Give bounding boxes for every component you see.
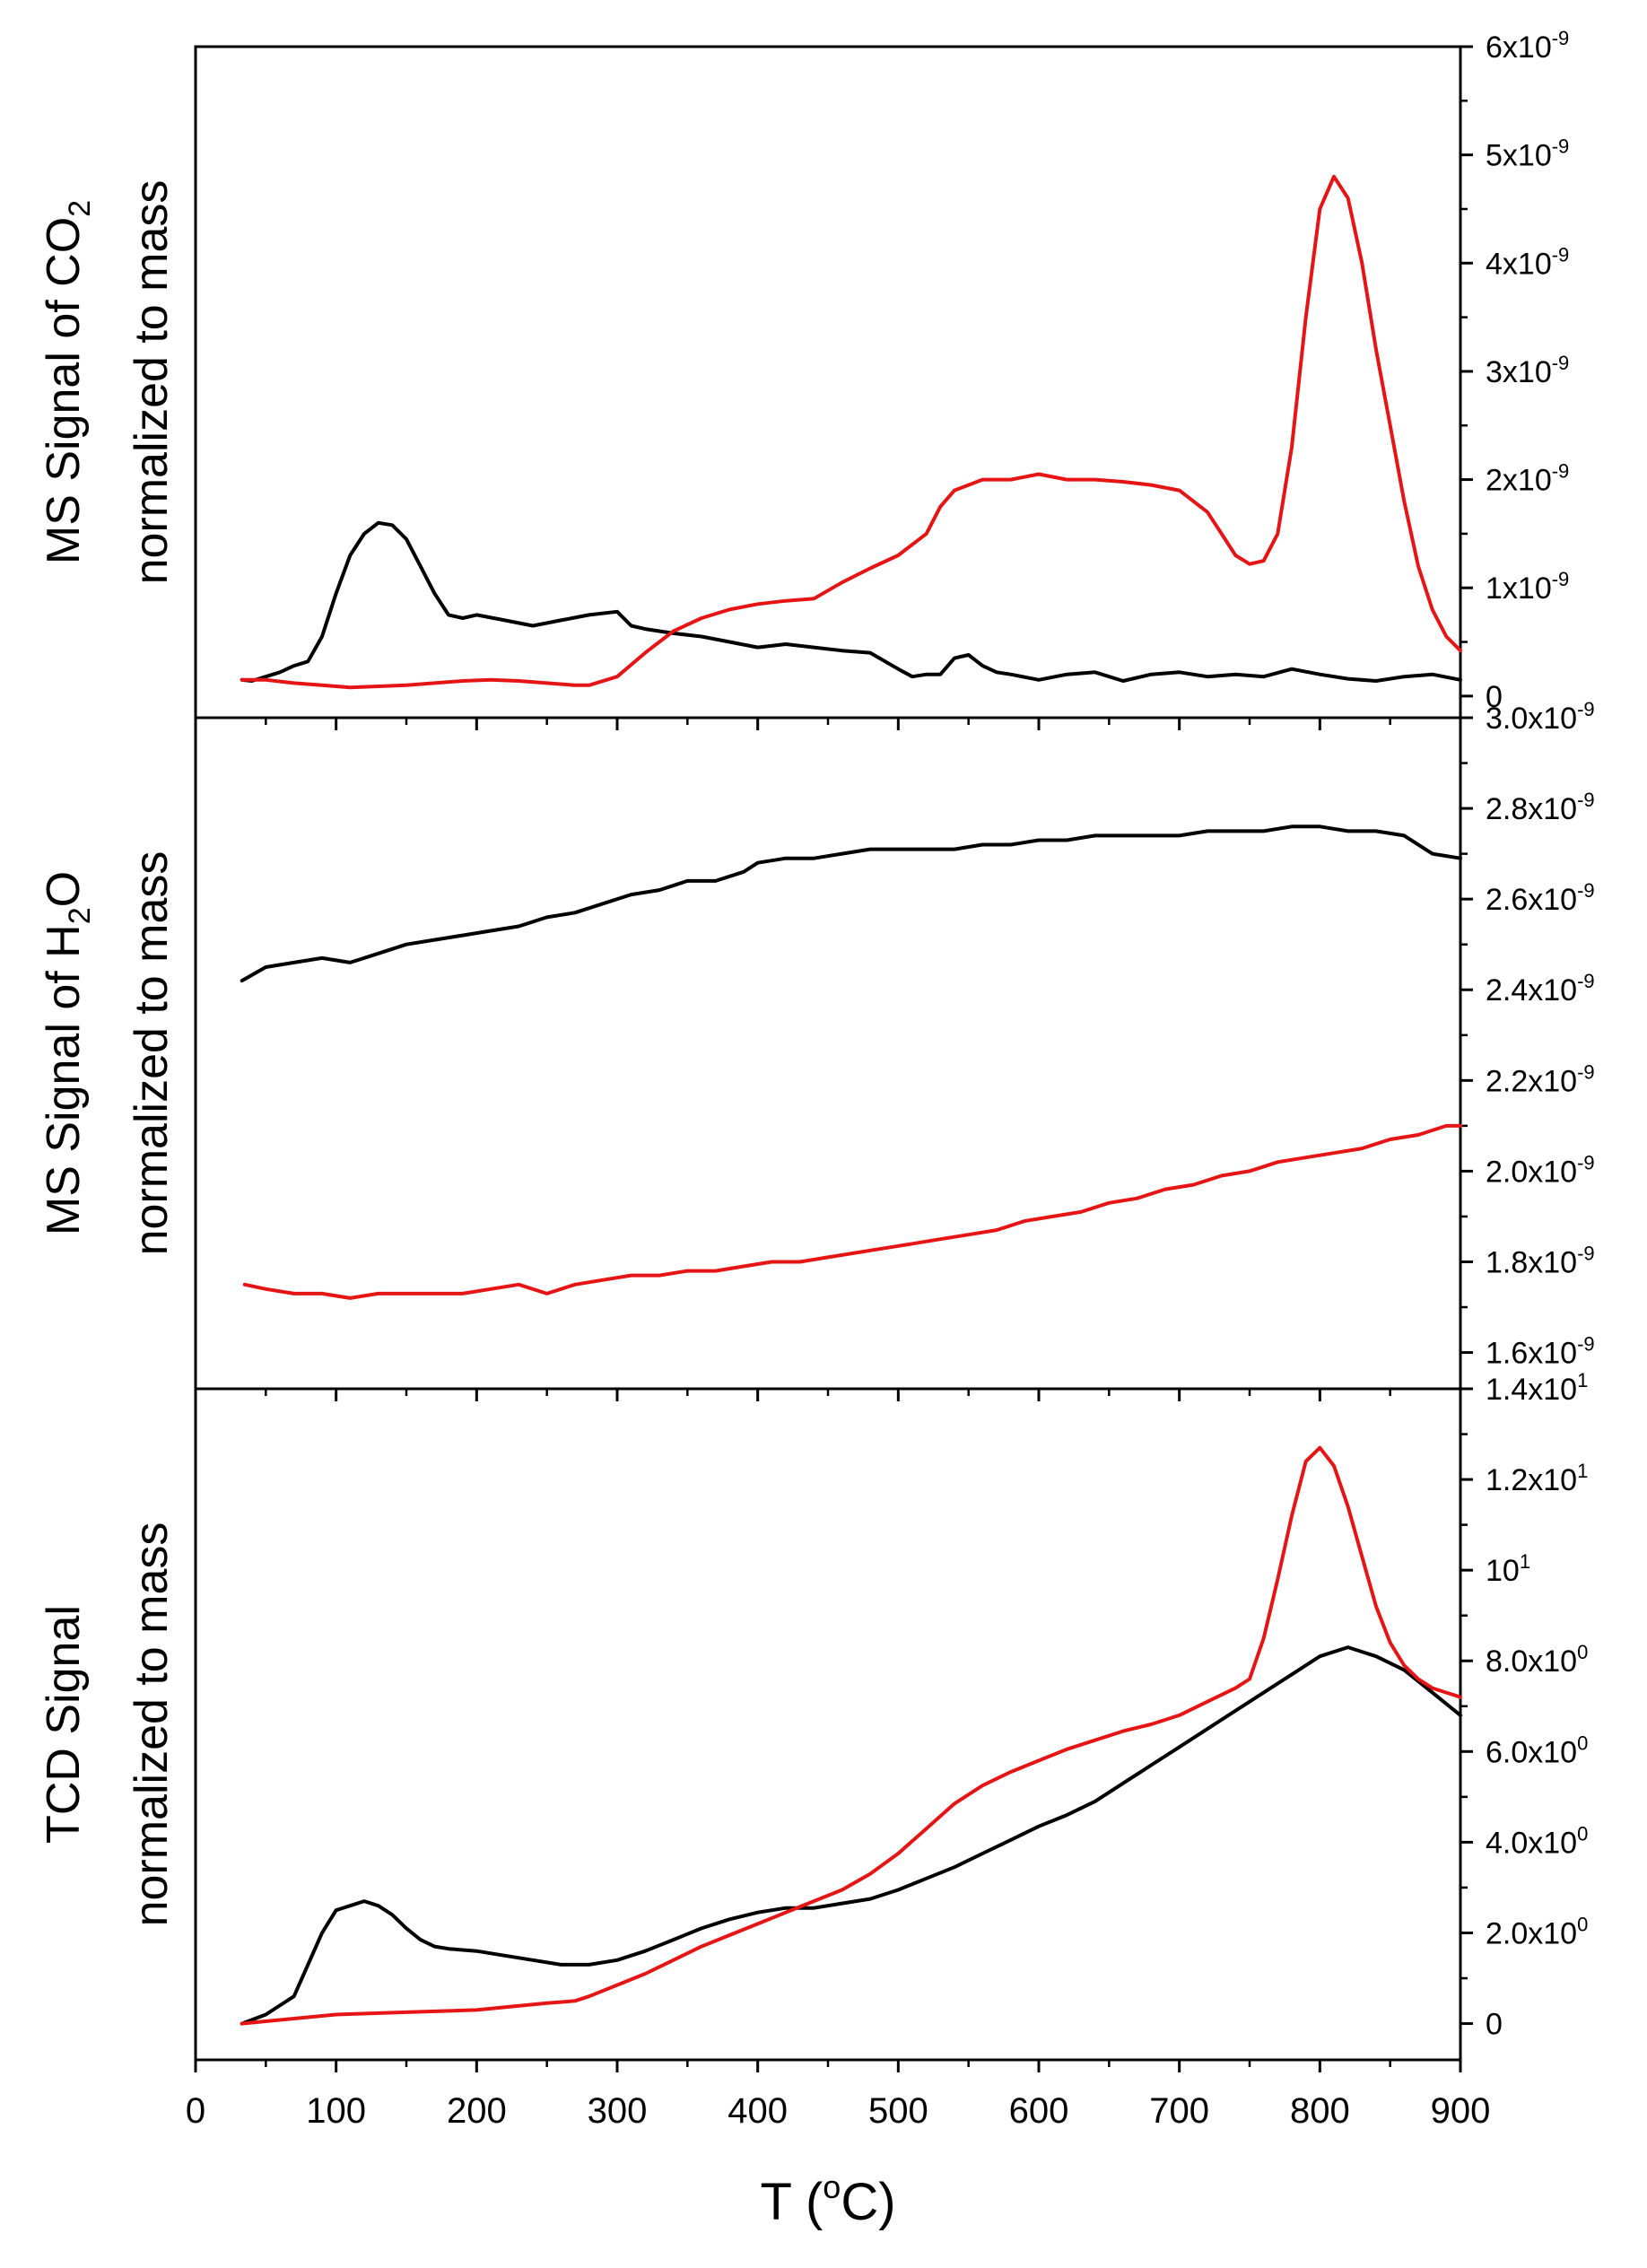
panel-1: 6x10-9 5x10-9 4x10-9 3x10-9 2x10-9 1x10-9 0 MS …	[38, 27, 1569, 730]
y-tick-label: 3x10-9	[1486, 352, 1569, 389]
series-line-1	[240, 824, 1462, 983]
x-tick-label: 600	[1009, 2091, 1069, 2131]
y-axis-title-line1: MS Signal of H2O	[38, 871, 97, 1235]
y-tick-label: 3.0x10-9	[1486, 698, 1595, 736]
y-tick-label: 1.8x10-9	[1486, 1242, 1595, 1279]
y-tick-label: 0	[1486, 680, 1503, 714]
y-axis-title: MS Signal of CO2 normalized to mass	[38, 180, 178, 585]
series-line-2	[240, 1445, 1462, 2026]
y-tick-label: 5x10-9	[1486, 135, 1569, 173]
series-line-1	[240, 1645, 1462, 2026]
y-tick-label: 1.4x101	[1486, 1369, 1588, 1407]
y-axis-title-line2: normalized to mass	[126, 851, 178, 1256]
x-tick-label: 0	[186, 2091, 205, 2131]
x-tick-label: 500	[868, 2091, 928, 2131]
y-tick-label: 2.0x10-9	[1486, 1151, 1595, 1189]
y-tick-label: 1.6x10-9	[1486, 1333, 1595, 1371]
panel-3: 1.4x101 1.2x101 101 8.0x100 6.0x100 4.0x100 2.…	[38, 1369, 1588, 2072]
y-tick-label: 1.2x101	[1486, 1460, 1588, 1497]
y-tick-label: 101	[1486, 1550, 1530, 1588]
x-tick-label: 100	[306, 2091, 366, 2131]
series-line-1	[240, 520, 1462, 683]
plot-frame	[194, 45, 1462, 720]
y-axis-title: MS Signal of H2O normalized to mass	[38, 851, 178, 1256]
series-line-2	[242, 1123, 1462, 1300]
y-tick-label: 4.0x100	[1486, 1822, 1588, 1860]
y-axis-title-line2: normalized to mass	[126, 1522, 178, 1927]
x-tick-label: 900	[1431, 2091, 1491, 2131]
x-tick-label: 300	[588, 2091, 648, 2131]
y-axis-title-line1: MS Signal of CO2	[38, 200, 97, 564]
y-tick-label: 2.2x10-9	[1486, 1060, 1595, 1098]
y-axis-title: TCD Signal normalized to mass	[38, 1522, 178, 1927]
x-tick-label: 800	[1290, 2091, 1350, 2131]
y-tick-label: 2.4x10-9	[1486, 970, 1595, 1008]
y-tick-label: 0	[1486, 2008, 1503, 2042]
y-tick-label: 6.0x100	[1486, 1732, 1588, 1769]
x-tick-label: 200	[447, 2091, 507, 2131]
y-axis-title-line2: normalized to mass	[126, 180, 178, 585]
x-tick-label: 400	[728, 2091, 788, 2131]
plot-frame	[194, 1387, 1462, 2062]
panel-2: 3.0x10-9 2.8x10-9 2.6x10-9 2.4x10-9 2.2x10-9…	[38, 698, 1595, 1401]
plot-frame	[194, 716, 1462, 1391]
y-tick-label: 1x10-9	[1486, 568, 1569, 606]
panels: 6x10-9 5x10-9 4x10-9 3x10-9 2x10-9 1x10-9 0 MS …	[38, 27, 1595, 2231]
y-tick-label: 2x10-9	[1486, 460, 1569, 498]
y-tick-label: 8.0x100	[1486, 1641, 1588, 1679]
series-line-2	[240, 174, 1462, 690]
y-tick-label: 2.8x10-9	[1486, 789, 1595, 826]
y-tick-label: 2.6x10-9	[1486, 879, 1595, 917]
x-axis-title: T (oC)	[760, 2168, 895, 2231]
y-tick-label: 6x10-9	[1486, 27, 1569, 65]
y-tick-label: 4x10-9	[1486, 243, 1569, 281]
y-tick-label: 2.0x100	[1486, 1913, 1588, 1950]
x-tick-label: 700	[1149, 2091, 1209, 2131]
y-axis-title-line1: TCD Signal	[38, 1605, 90, 1844]
